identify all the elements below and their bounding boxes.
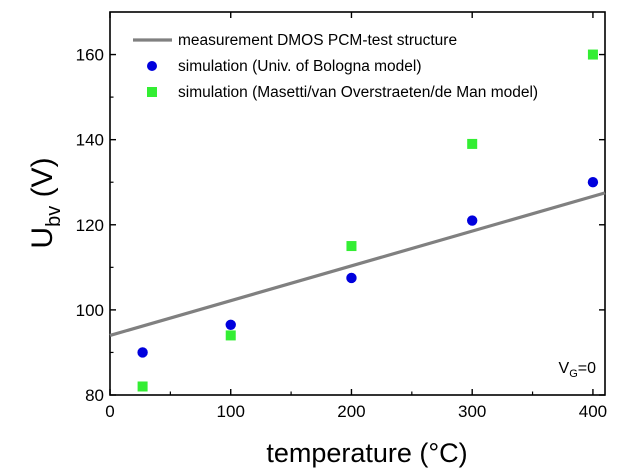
y-tick-label: 140 (76, 131, 104, 150)
legend-label: simulation (Masetti/van Overstraeten/de … (178, 84, 538, 101)
y-tick-label: 160 (76, 46, 104, 65)
x-tick-label: 300 (458, 402, 486, 421)
masetti-point (225, 330, 236, 341)
bologna-point (225, 319, 236, 330)
y-axis-title-unit: (V) (26, 157, 59, 205)
annotation-vg: VG=0 (559, 360, 597, 380)
y-axis-title-main: U (26, 227, 59, 249)
masetti-point (137, 381, 148, 392)
legend-square-swatch (147, 87, 157, 97)
legend: measurement DMOS PCM-test structure simul… (133, 32, 538, 101)
measurement-line (109, 191, 606, 337)
y-tick-label: 80 (85, 386, 104, 405)
y-axis-title-sub: bv (43, 206, 65, 227)
legend-circle-swatch (147, 61, 157, 71)
x-tick-label: 400 (579, 402, 607, 421)
legend-label: measurement DMOS PCM-test structure (178, 32, 457, 49)
bologna-point (137, 347, 148, 358)
plot-frame (109, 11, 606, 396)
masetti-point (587, 49, 598, 60)
y-axis-title: Ubv (V) (26, 157, 65, 248)
annotation-vg-sub: G (569, 368, 578, 380)
x-tick-label: 200 (337, 402, 365, 421)
x-tick-label: 0 (105, 402, 114, 421)
x-axis-title: temperature (°C) (266, 438, 467, 468)
bologna-point (587, 177, 599, 188)
y-tick-label: 100 (76, 301, 104, 320)
annotation-vg-rest: =0 (578, 360, 596, 377)
legend-label: simulation (Univ. of Bologna model) (178, 58, 422, 75)
x-tick-label: 100 (217, 402, 245, 421)
series-layer (109, 49, 606, 392)
annotation-vg-main: V (559, 360, 570, 377)
bologna-point (466, 215, 478, 226)
masetti-point (467, 138, 478, 149)
bologna-point (346, 272, 357, 284)
masetti-point (346, 241, 357, 252)
y-tick-label: 120 (76, 216, 104, 235)
ticks: 0 100 200 300 400 80 100 120 140 160 (76, 12, 607, 421)
